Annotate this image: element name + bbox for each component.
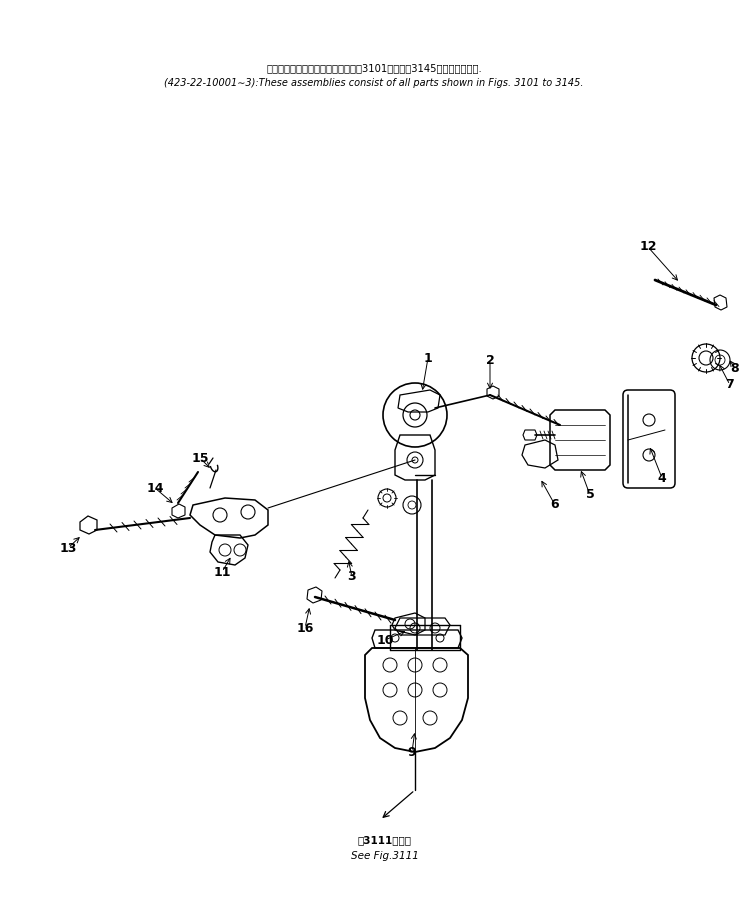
Text: 3: 3 bbox=[348, 571, 357, 583]
Text: 第3111図参照: 第3111図参照 bbox=[358, 835, 412, 845]
Text: 7: 7 bbox=[726, 378, 734, 392]
Text: 12: 12 bbox=[639, 240, 657, 253]
Text: 9: 9 bbox=[407, 746, 416, 758]
Text: 5: 5 bbox=[586, 489, 595, 502]
Text: See Fig.3111: See Fig.3111 bbox=[351, 851, 419, 861]
Text: 2: 2 bbox=[485, 354, 494, 366]
Text: 10: 10 bbox=[376, 633, 394, 647]
Text: 1: 1 bbox=[424, 352, 432, 365]
Text: 11: 11 bbox=[213, 565, 231, 579]
Text: (423-22-10001∼3):These assemblies consist of all parts shown in Figs. 3101 to 31: (423-22-10001∼3):These assemblies consis… bbox=[164, 78, 583, 88]
Text: 6: 6 bbox=[551, 499, 560, 512]
Text: 14: 14 bbox=[146, 482, 164, 494]
Text: これらのアセンブリの構成部品は第3101図から第3145図まで含みます.: これらのアセンブリの構成部品は第3101図から第3145図まで含みます. bbox=[266, 63, 482, 73]
Text: 15: 15 bbox=[191, 452, 209, 464]
Text: 13: 13 bbox=[59, 541, 76, 554]
Text: 4: 4 bbox=[658, 472, 667, 484]
Text: 16: 16 bbox=[297, 621, 314, 635]
Text: 8: 8 bbox=[731, 362, 739, 375]
